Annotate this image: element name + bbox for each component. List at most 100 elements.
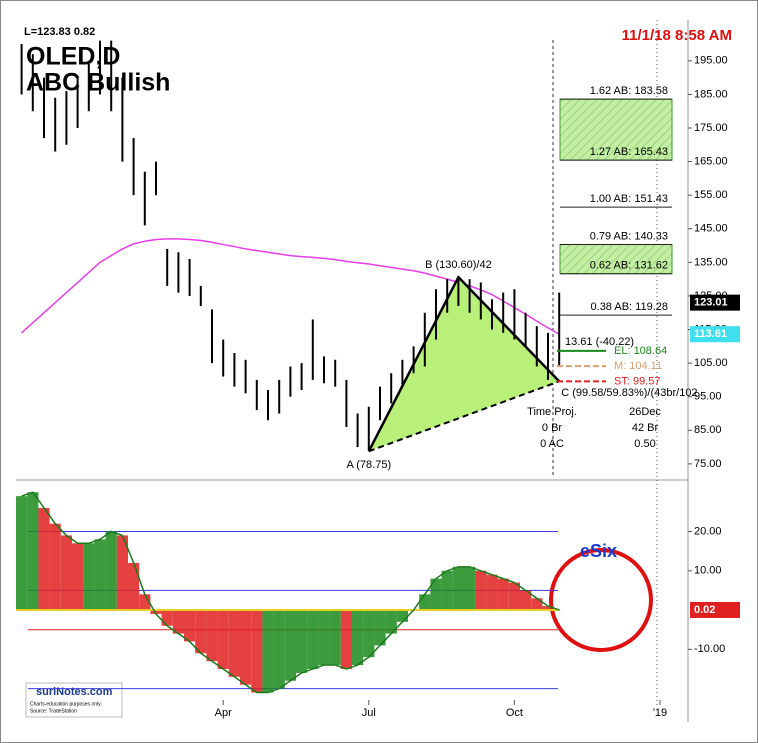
x-tick-label: '19 [653, 707, 667, 719]
price-badge [690, 326, 740, 343]
oscillator-bar [464, 566, 476, 611]
logo: suriNotes.com Charts-education purposes … [25, 682, 123, 718]
oscillator-bar [430, 578, 442, 611]
trade-label: M: 104.11 [614, 360, 662, 372]
y-tick-label: 95.00 [694, 391, 722, 403]
oscillator-bar [94, 539, 106, 611]
y-tick-label: 20.00 [694, 525, 722, 537]
oscillator-bar [195, 610, 207, 654]
trade-label: EL: 108.64 [614, 345, 667, 357]
point-label: A (78.75) [346, 459, 391, 471]
oscillator-bar [150, 610, 162, 614]
oscillator-bar [206, 610, 218, 662]
level-label: 1.00 AB: 151.43 [590, 193, 668, 205]
oscillator-bar [374, 610, 386, 646]
y-tick-label: 155.00 [694, 189, 728, 201]
oscillator-bar [329, 610, 341, 666]
price-badge-label: 113.61 [694, 328, 727, 340]
level-label: 1.62 AB: 183.58 [590, 85, 668, 97]
abc-pattern [368, 277, 560, 452]
annotation: eSix [580, 541, 617, 561]
oscillator-bar [307, 610, 319, 669]
oscillator-bar [497, 578, 509, 611]
oscillator-bar [49, 523, 61, 611]
oscillator-bar [452, 566, 464, 611]
level-label: 1.27 AB: 165.43 [590, 146, 668, 158]
oscillator-bar [340, 610, 352, 669]
quote: L=123.83 0.82 [24, 26, 95, 38]
point-label: C (99.58/59.83%)/(43br/102 [561, 387, 697, 399]
time-projection: 0 Br [542, 422, 563, 434]
oscillator-bar [172, 610, 184, 634]
time-projection: Time Proj. [527, 406, 577, 418]
point-label: B (130.60)/42 [425, 259, 492, 271]
target-zone [559, 98, 673, 161]
oscillator-bar [542, 606, 554, 611]
price-badge-label: 123.01 [694, 297, 728, 309]
ab-leg [367, 276, 460, 452]
trade-label: ST: 99.57 [614, 375, 660, 387]
y-tick-label: 135.00 [694, 256, 728, 268]
oscillator-bar [273, 610, 285, 689]
value-badge-label: 0.02 [694, 604, 715, 616]
y-tick-label: 85.00 [694, 424, 722, 436]
y-tick-label: 175.00 [694, 122, 728, 134]
x-tick-label: Jul [362, 707, 376, 719]
oscillator-bar [531, 598, 543, 611]
oscillator-bar [27, 492, 39, 611]
oscillator-bar [83, 543, 95, 611]
oscillator-bar [161, 610, 173, 626]
oscillator-bar [184, 610, 196, 642]
oscillator-bar [318, 610, 330, 666]
retracement-label: 13.61 (-40.22) [565, 336, 634, 348]
y-tick-label: 10.00 [694, 565, 722, 577]
x-tick-label: Oct [506, 707, 523, 719]
y-tick-label: 185.00 [694, 88, 728, 100]
level-label: 0.62 AB: 131.62 [590, 260, 668, 272]
oscillator-bar [60, 535, 72, 611]
logo-source: Source: TradeStation [30, 708, 77, 714]
oscillator-bar [262, 610, 274, 693]
bc-leg [457, 276, 561, 383]
y-tick-label: 195.00 [694, 55, 728, 67]
oscillator-bar [251, 610, 263, 693]
oscillator-bar [105, 531, 117, 611]
oscillator-bar [441, 570, 453, 611]
y-tick-label: 105.00 [694, 357, 728, 369]
oscillator-bar [508, 582, 520, 611]
time-projection: 26Dec [629, 406, 661, 418]
oscillator-line [21, 491, 560, 694]
y-tick-label: 145.00 [694, 223, 728, 235]
time-projection: 0.50 [634, 438, 655, 450]
time-projection: 0 AC [540, 438, 564, 450]
oscillator-bar [419, 594, 431, 611]
oscillator-bar [296, 610, 308, 673]
highlight-circle [549, 548, 653, 652]
oscillator-bar [284, 610, 296, 681]
y-tick-label: 75.00 [694, 458, 722, 470]
oscillator-bar [352, 610, 364, 666]
value-badge [690, 601, 740, 618]
oscillator-bar [363, 610, 375, 658]
x-tick-label: Apr [215, 707, 232, 719]
y-tick-label: -10.00 [694, 643, 725, 655]
oscillator-bar [486, 574, 498, 611]
ac-leg [368, 380, 560, 453]
oscillator-bar [385, 610, 397, 634]
logo-text: suriNotes.com [36, 686, 113, 698]
oscillator-bar [38, 507, 50, 611]
oscillator-bar [139, 594, 151, 611]
oscillator-bar [217, 610, 229, 669]
time-projection: 42 Br [632, 422, 659, 434]
price-badge [690, 294, 740, 311]
level-label: 0.38 AB: 119.28 [591, 301, 668, 313]
oscillator-bar [228, 610, 240, 677]
symbol: OLED,D [26, 43, 120, 71]
pattern-name: ABC Bullish [26, 69, 170, 97]
oscillator-bar [240, 610, 252, 685]
oscillator-bar [396, 610, 408, 622]
oscillator-bar [475, 570, 487, 611]
oscillator-bar [128, 562, 140, 611]
level-label: 0.79 AB: 140.33 [590, 230, 668, 242]
